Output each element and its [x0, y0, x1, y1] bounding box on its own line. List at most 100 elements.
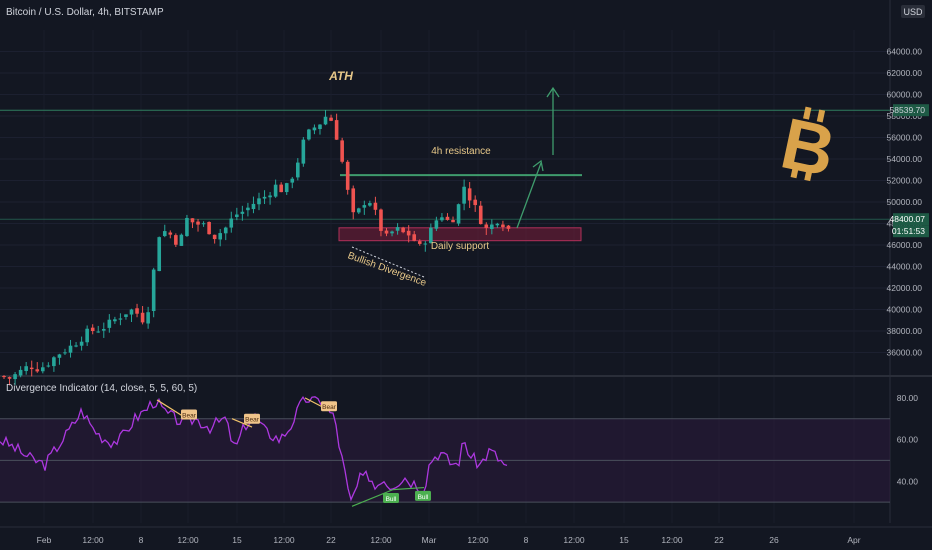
candle-body: [13, 374, 17, 380]
candle-body: [240, 211, 245, 214]
candle-body: [495, 223, 500, 226]
price-tick-label: 62000.00: [887, 68, 923, 78]
support-zone[interactable]: [338, 227, 582, 242]
candle-body: [7, 377, 12, 379]
time-tick-label: Mar: [422, 535, 437, 545]
price-tick-label: 44000.00: [887, 262, 923, 272]
candle-body: [52, 357, 56, 367]
candle-body: [101, 329, 106, 331]
time-tick-label: 12:00: [467, 535, 489, 545]
time-tick-label: 12:00: [563, 535, 585, 545]
candle-body: [290, 178, 295, 183]
candle-body: [251, 203, 256, 210]
candle-body: [57, 354, 62, 358]
chart-title: Bitcoin / U.S. Dollar, 4h, BITSTAMP: [6, 7, 164, 18]
candle-body: [284, 183, 289, 193]
time-tick-label: 15: [232, 535, 242, 545]
candle-body: [2, 375, 6, 378]
current-price-label-text: 48400.07: [890, 214, 926, 224]
candle-body: [445, 216, 450, 220]
candle-body: [68, 345, 73, 353]
candle-body: [201, 223, 206, 225]
bull-marker: Bull: [383, 492, 399, 503]
price-tick-label: 46000.00: [887, 240, 923, 250]
marker-box: [244, 413, 260, 424]
bear-marker: Bear: [321, 401, 337, 412]
bull-divergence-line: [392, 486, 425, 491]
candle-body: [24, 366, 28, 372]
candle-body: [35, 369, 40, 372]
candle-body: [196, 221, 200, 225]
time-tick-label: Apr: [847, 535, 860, 545]
candle-body: [157, 237, 162, 272]
time-tick-label: 12:00: [82, 535, 104, 545]
countdown-label: 01:51:53: [892, 225, 929, 238]
candle-body: [212, 234, 217, 240]
candle-body: [312, 127, 317, 131]
countdown-label-text: 01:51:53: [892, 226, 925, 236]
rsi-tick-label: 80.00: [897, 393, 919, 403]
time-tick-label: 8: [139, 535, 144, 545]
candle-body: [323, 116, 328, 125]
candle-body: [490, 224, 494, 229]
candle-body: [340, 140, 344, 162]
candle-body: [162, 231, 167, 237]
time-tick-label: 22: [714, 535, 724, 545]
candle-body: [90, 327, 95, 332]
candle-body: [456, 204, 461, 224]
candle-body: [229, 218, 234, 228]
candle-body: [79, 341, 84, 346]
candle-body: [345, 161, 350, 190]
candle-body: [18, 369, 23, 376]
candle-body: [362, 205, 367, 208]
candle-body: [257, 198, 261, 205]
marker-label: Bear: [322, 404, 337, 411]
rsi-tick-label: 60.00: [897, 435, 919, 445]
price-tick-label: 60000.00: [887, 90, 923, 100]
time-tick-label: 12:00: [370, 535, 392, 545]
bear-divergence-line: [231, 418, 253, 428]
candle-body: [207, 222, 211, 235]
candle-body: [412, 234, 417, 241]
candle-body: [473, 199, 477, 206]
currency-badge[interactable]: USD: [901, 5, 925, 18]
candle-body: [41, 367, 45, 372]
candle-body: [268, 195, 272, 198]
top-level-price-label-box: [893, 104, 929, 117]
rsi-tick-label: 40.00: [897, 476, 919, 486]
candle-body: [301, 139, 306, 164]
current-price-label: 48400.07: [890, 213, 929, 226]
marker-label: Bear: [245, 417, 260, 424]
bull-divergence-line: [351, 489, 394, 507]
candle-body: [29, 367, 34, 370]
time-tick-label: 26: [769, 535, 779, 545]
candle-body: [467, 188, 472, 201]
candle-body: [168, 232, 173, 235]
candle-body: [135, 308, 139, 314]
candle-body: [129, 309, 134, 315]
axes: 36000.00 38000.00 40000.00 42000.00 44000.00…: [37, 47, 929, 545]
candle-body: [440, 217, 444, 221]
price-tick-label: 64000.00: [887, 47, 923, 57]
candle-body: [107, 319, 112, 328]
candle-body: [235, 214, 239, 218]
marker-label: Bear: [182, 413, 197, 420]
bear-marker: Bear: [181, 409, 197, 420]
top-level-price-label: 58539.70: [890, 104, 929, 117]
price-tick-label: 50000.00: [887, 197, 923, 207]
candle-body: [506, 225, 511, 229]
candle-body: [484, 224, 489, 228]
time-tick-label: 12:00: [273, 535, 295, 545]
bull-marker: Bull: [415, 490, 431, 501]
current-price-label-box: [893, 213, 929, 226]
time-tick-label: 8: [524, 535, 529, 545]
rsi-panel: Bear Bear Bear Bull Bull: [0, 396, 890, 507]
candle-body: [174, 235, 178, 245]
price-tick-label: 42000.00: [887, 283, 923, 293]
time-tick-label: 15: [619, 535, 629, 545]
resistance-label: 4h resistance: [431, 146, 491, 157]
time-tick-label: 22: [326, 535, 336, 545]
projection-arrow-head: [532, 159, 544, 172]
price-tick-label: 40000.00: [887, 305, 923, 315]
